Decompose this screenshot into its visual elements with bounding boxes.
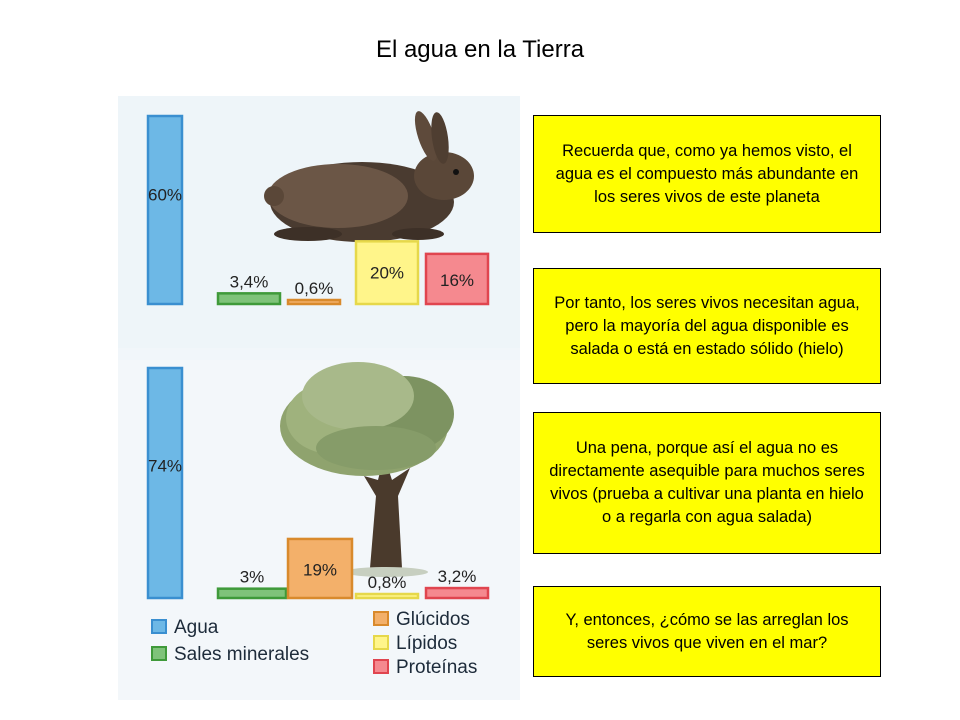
legend-swatch-agua (151, 619, 167, 634)
legend-label-glucidos: Glúcidos (396, 609, 470, 630)
page-title: El agua en la Tierra (375, 36, 585, 63)
bar-agua (146, 366, 184, 600)
bar-lipidos (354, 240, 420, 306)
bar-label-glucidos: 0,6% (295, 279, 334, 298)
bar-lipidos (354, 592, 420, 600)
legend-label-sales-minerales: Sales minerales (174, 644, 309, 665)
rabbit-composition-bars: 60% 3,4% 0,6% 20% 16% (146, 114, 490, 306)
legend-swatch-glucidos (373, 611, 389, 626)
bar-label-lipidos: 0,8% (368, 573, 407, 592)
legend-label-lipidos: Lípidos (396, 633, 457, 654)
bar-glucidos (286, 298, 342, 306)
bar-label-proteinas: 3,2% (438, 567, 477, 586)
legend-swatch-proteinas (373, 659, 389, 674)
bar-label-sales-minerales: 3% (240, 568, 265, 587)
legend-label-proteinas: Proteínas (396, 657, 477, 678)
legend-label-agua: Agua (174, 617, 219, 638)
bar-label-agua: 74% (148, 457, 182, 476)
composition-charts: 60% 3,4% 0,6% 20% 16% 74% 3% 19% 0,8% 3,2% Agua S… (146, 111, 490, 678)
bar-label-glucidos: 19% (303, 560, 337, 579)
bar-glucidos (286, 537, 354, 600)
note-1-text: Recuerda que, como ya hemos visto, el ag… (555, 141, 859, 206)
note-3: Una pena, porque así el agua no es direc… (533, 412, 881, 554)
bar-agua (146, 114, 184, 306)
note-2: Por tanto, los seres vivos necesitan agu… (533, 268, 881, 384)
note-4-text: Y, entonces, ¿cómo se las arreglan los s… (565, 610, 849, 652)
olive-tree-image (280, 362, 454, 577)
legend-swatch-lipidos (373, 635, 389, 650)
bar-label-proteinas: 16% (440, 271, 474, 290)
bar-label-agua: 60% (148, 186, 182, 205)
composition-figure: 60% 3,4% 0,6% 20% 16% 74% 3% 19% 0,8% 3,2% Agua S… (118, 96, 520, 700)
note-2-text: Por tanto, los seres vivos necesitan agu… (554, 293, 860, 358)
bar-proteinas (424, 586, 490, 600)
tree-composition-bars: 74% 3% 19% 0,8% 3,2% (146, 366, 490, 600)
rabbit-image (264, 111, 474, 242)
bar-sales-minerales (216, 292, 282, 306)
bar-proteinas (424, 252, 490, 306)
note-1: Recuerda que, como ya hemos visto, el ag… (533, 115, 881, 233)
bar-sales-minerales (216, 587, 288, 600)
bar-label-lipidos: 20% (370, 264, 404, 283)
bar-label-sales-minerales: 3,4% (230, 272, 269, 291)
legend: Agua Sales minerales Glúcidos Lípidos Proteí… (151, 609, 477, 678)
note-4: Y, entonces, ¿cómo se las arreglan los s… (533, 586, 881, 677)
legend-swatch-sales-minerales (151, 646, 167, 661)
note-3-text: Una pena, porque así el agua no es direc… (549, 439, 865, 526)
